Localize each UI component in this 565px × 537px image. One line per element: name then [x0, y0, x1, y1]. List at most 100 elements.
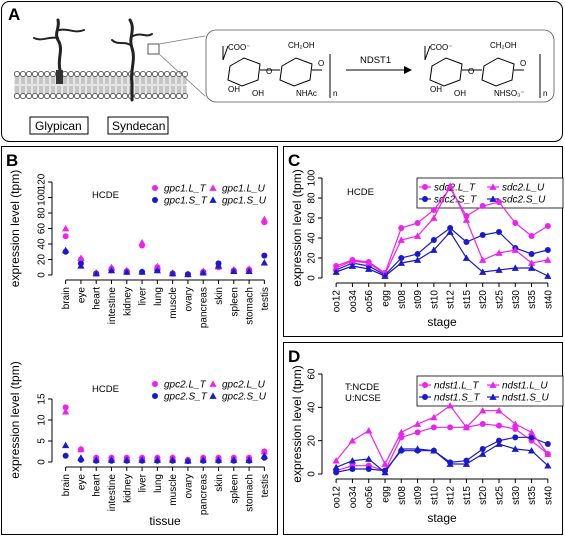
legend-label: ndst1.L_T — [434, 381, 479, 392]
data-point — [107, 456, 116, 463]
data-point — [414, 251, 421, 257]
x-axis-label: stage — [427, 315, 457, 329]
data-point — [62, 246, 70, 254]
series-gpc1.L_U — [62, 215, 268, 278]
data-point — [430, 413, 438, 421]
data-point — [512, 434, 519, 441]
x-tick-label: kidney — [122, 474, 133, 503]
data-point — [138, 238, 146, 246]
membrane-illustration — [14, 71, 188, 99]
data-point — [430, 447, 438, 454]
legend-marker — [209, 380, 217, 387]
data-point — [365, 427, 373, 434]
data-point — [138, 456, 146, 463]
data-point — [260, 259, 268, 266]
x-tick-label: egg — [381, 486, 392, 503]
data-point — [153, 266, 161, 274]
chart-annotation: HCDE — [92, 190, 119, 201]
x-tick-label: lung — [153, 474, 164, 493]
y-axis-label: expression level (tpm) — [8, 170, 22, 287]
svg-text:O: O — [318, 59, 324, 68]
data-point — [479, 407, 487, 414]
panel-b-frame — [1, 146, 278, 535]
x-tick-label: st12 — [446, 486, 457, 505]
nhac-label: NHAc — [296, 89, 317, 98]
panel-c: C 0 20 40 60 80 100 oo12 oo34 oo56 egg st08 st09 st1… — [283, 146, 564, 337]
x-tick-label: pancreas — [199, 287, 210, 328]
x-tick-label: st35 — [527, 486, 538, 505]
x-tick-label: st12 — [446, 290, 457, 309]
x-tick-label: brain — [61, 474, 72, 496]
data-point — [184, 457, 192, 464]
data-point — [495, 440, 503, 447]
series-ndst1.L_U — [332, 402, 552, 467]
y-tick-label: 100 — [37, 189, 48, 206]
x-tick-label: egg — [381, 290, 392, 307]
data-point — [365, 466, 372, 472]
y-tick-label: 40 — [37, 238, 48, 250]
x-tick-label: spleen — [229, 474, 240, 503]
y-tick-label: 0 — [307, 471, 318, 477]
legend-label: gpc2.S_U — [222, 392, 267, 403]
x-tick-label: testis — [260, 287, 271, 310]
data-point — [333, 469, 340, 476]
x-tick-label: st20 — [478, 486, 489, 505]
data-point — [397, 428, 405, 436]
x-tick-label: st30 — [511, 290, 522, 309]
data-point — [261, 252, 268, 259]
data-point — [348, 457, 357, 464]
legend-marker — [152, 197, 158, 203]
legend-marker — [489, 195, 497, 202]
data-point — [398, 225, 405, 231]
data-point — [153, 456, 161, 463]
data-point — [496, 422, 502, 429]
chart-sdc2: 0 20 40 60 80 100 oo12 oo34 oo56 egg st08 st09 st10 s… — [290, 169, 564, 329]
legend-marker — [209, 392, 217, 399]
y-tick-label: 40 — [307, 401, 318, 413]
x-tick-label: skin — [214, 287, 225, 305]
data-point — [527, 447, 536, 454]
oh-label-1: OH — [228, 85, 240, 94]
x-tick-label: pancreas — [199, 474, 210, 515]
data-point — [413, 420, 422, 427]
data-point — [230, 267, 238, 275]
data-point — [413, 232, 422, 239]
x-tick-label: skin — [214, 474, 225, 492]
x-tick-label: st20 — [478, 290, 489, 309]
panel-d: D 0 20 40 60 oo12 oo34 oo56 egg st08 st09 st10 st12… — [283, 342, 564, 535]
series-gpc2.L_T — [62, 404, 268, 463]
y-tick-label: 0 — [37, 272, 48, 278]
data-point — [62, 452, 69, 459]
data-point — [260, 215, 268, 223]
legend-marker — [152, 381, 158, 387]
data-point — [153, 262, 161, 270]
legend-marker — [489, 393, 497, 400]
data-point — [447, 424, 454, 431]
data-point — [479, 450, 487, 457]
data-point — [62, 404, 69, 411]
legend-marker — [422, 196, 428, 202]
series-line — [335, 231, 549, 277]
chart-annotation: HCDE — [347, 187, 374, 198]
coo-label-2: COO⁻ — [430, 43, 452, 52]
legend-marker — [152, 185, 158, 191]
legend-label: gpc1.L_T — [164, 184, 207, 195]
x-tick-label: spleen — [229, 287, 240, 316]
data-point — [413, 445, 422, 452]
series-gpc2.S_U — [62, 441, 268, 464]
y-tick-label: 60 — [307, 368, 318, 380]
data-point — [62, 441, 70, 449]
data-point — [169, 269, 177, 277]
y-tick-label: 80 — [307, 192, 318, 204]
x-tick-label: oo56 — [364, 486, 375, 509]
legend-label: gpc1.S_T — [164, 196, 208, 207]
data-point — [107, 266, 116, 274]
data-point — [479, 203, 486, 209]
data-point — [413, 256, 422, 263]
data-point — [430, 424, 437, 431]
data-point — [512, 426, 519, 432]
data-point — [123, 268, 131, 275]
data-point — [479, 256, 487, 263]
panel-a-letter: A — [8, 5, 20, 24]
